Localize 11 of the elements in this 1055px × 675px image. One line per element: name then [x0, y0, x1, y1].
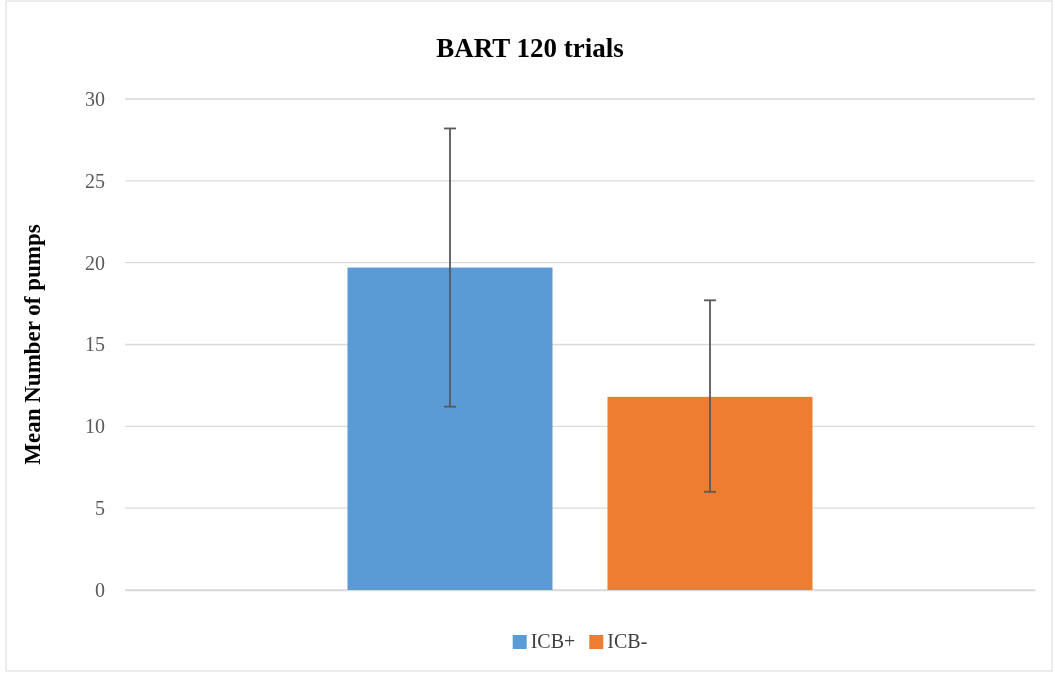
- y-tick-label: 10: [85, 415, 105, 438]
- legend-label: ICB-: [607, 630, 648, 652]
- y-tick-label: 30: [85, 87, 105, 110]
- y-tick-label: 15: [85, 333, 105, 356]
- chart-title: BART 120 trials: [436, 33, 624, 63]
- legend-label: ICB+: [530, 630, 576, 652]
- y-tick-label: 20: [85, 251, 105, 274]
- y-tick-label: 25: [85, 169, 105, 192]
- y-tick-label: 5: [95, 497, 105, 520]
- y-axis-title: Mean Number of pumps: [20, 224, 45, 465]
- y-tick-label: 0: [95, 578, 105, 601]
